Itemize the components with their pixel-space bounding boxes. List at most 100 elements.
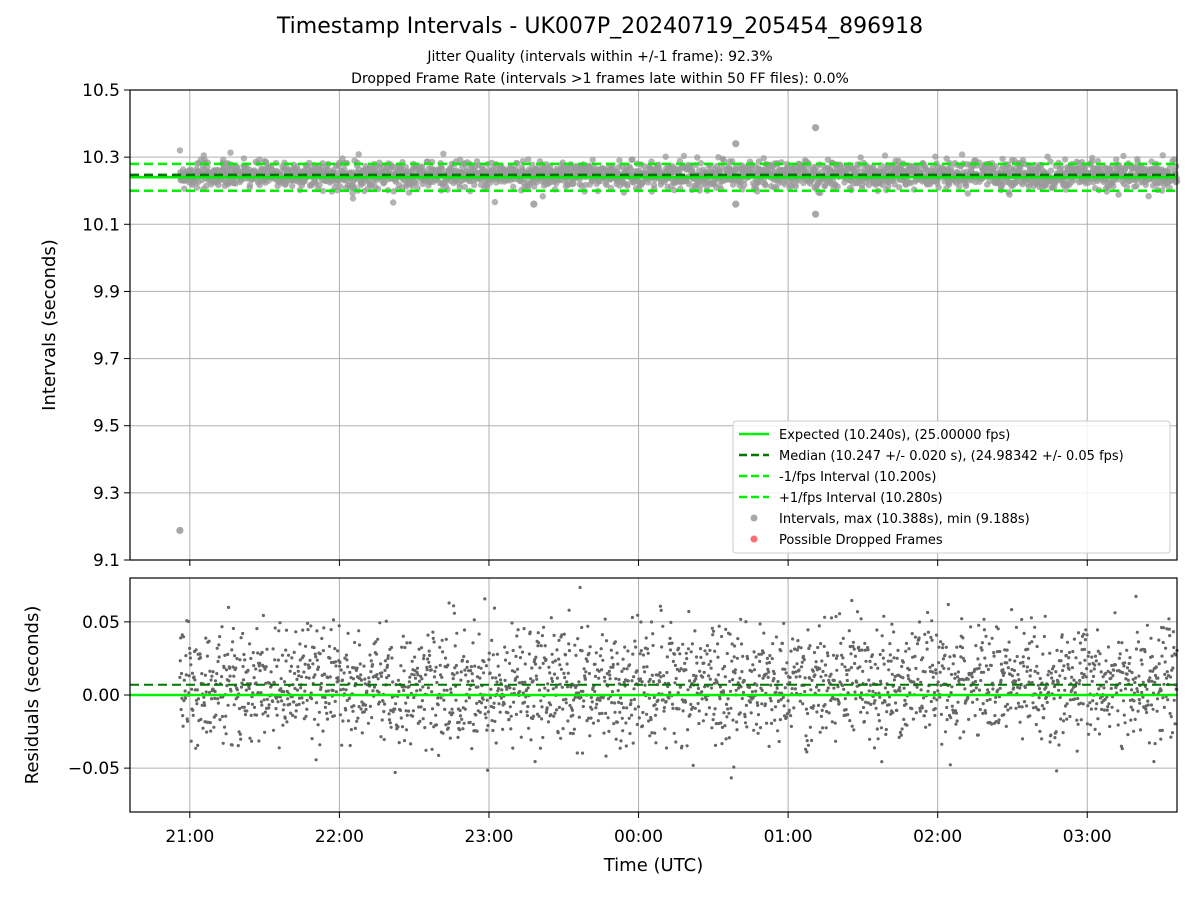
bottom-x-tick-label: 22:00 — [315, 827, 364, 847]
residual-point — [1123, 661, 1127, 665]
interval-point — [896, 184, 903, 191]
residual-point — [876, 666, 880, 670]
residual-point — [1135, 630, 1139, 634]
residual-point — [346, 631, 350, 636]
residual-point — [821, 669, 825, 674]
residual-point — [1136, 709, 1140, 713]
residual-point — [269, 670, 273, 674]
residual-point — [651, 643, 655, 648]
residual-point — [871, 689, 875, 694]
residual-point — [435, 680, 439, 685]
residual-point — [430, 690, 434, 694]
residual-point — [194, 746, 198, 750]
residual-point — [685, 657, 689, 661]
residual-point — [534, 674, 538, 678]
residual-point — [1106, 705, 1110, 709]
residual-point — [845, 673, 849, 677]
residual-point — [296, 665, 300, 669]
residual-point — [540, 717, 544, 721]
residual-point — [740, 670, 744, 674]
residual-point — [586, 624, 590, 628]
residual-point — [401, 634, 405, 638]
residual-point — [700, 697, 704, 701]
interval-point — [881, 152, 889, 159]
residual-point — [711, 629, 716, 633]
residual-point — [1127, 661, 1131, 666]
residual-point — [919, 680, 923, 684]
residual-point — [235, 657, 239, 661]
residual-point — [648, 677, 652, 682]
residual-point — [659, 608, 663, 613]
dropped-frame-rate-subtitle: Dropped Frame Rate (intervals >1 frames … — [351, 71, 849, 87]
residual-point — [668, 636, 672, 641]
residual-point — [193, 678, 197, 682]
residual-point — [334, 660, 338, 664]
residual-point — [884, 727, 888, 732]
residual-point — [877, 719, 882, 723]
residual-point — [859, 617, 863, 621]
residual-point — [861, 705, 866, 710]
residual-point — [695, 661, 699, 665]
residual-point — [260, 650, 264, 655]
residual-point — [382, 737, 386, 742]
residual-point — [552, 714, 556, 718]
interval-point — [1123, 183, 1131, 191]
residual-point — [1020, 737, 1025, 741]
residual-point — [451, 677, 455, 681]
residual-point — [582, 667, 586, 671]
residual-point — [429, 721, 433, 725]
residual-point — [892, 656, 896, 660]
residual-point — [886, 690, 890, 695]
residual-point — [635, 669, 639, 673]
residual-point — [745, 725, 749, 729]
jitter-quality-subtitle: Jitter Quality (intervals within +/-1 fr… — [427, 49, 773, 65]
residual-point — [659, 675, 663, 679]
residual-point — [621, 729, 625, 733]
residual-point — [1070, 675, 1074, 679]
residual-point — [1133, 717, 1137, 722]
residual-point — [653, 713, 658, 717]
residual-point — [499, 696, 503, 700]
residual-point — [910, 632, 914, 636]
residual-point — [229, 689, 233, 693]
residual-point — [590, 700, 594, 704]
residual-point — [588, 734, 592, 738]
residual-point — [1104, 671, 1108, 676]
residual-point — [929, 635, 933, 640]
residual-point — [833, 697, 837, 701]
residual-point — [1085, 667, 1089, 671]
residual-point — [806, 743, 811, 747]
residual-point — [314, 758, 318, 762]
residual-point — [727, 711, 731, 715]
residual-point — [558, 682, 562, 686]
residual-point — [700, 690, 704, 694]
residual-point — [817, 688, 821, 692]
residual-point — [789, 724, 794, 729]
residual-point — [501, 727, 505, 732]
residual-point — [369, 659, 373, 663]
residual-point — [740, 696, 744, 701]
residual-point — [455, 671, 459, 675]
residual-point — [629, 698, 633, 702]
residual-point — [1113, 663, 1117, 667]
residual-point — [465, 660, 469, 664]
residual-point — [1150, 679, 1154, 683]
residual-point — [1056, 680, 1060, 684]
residual-point — [875, 727, 879, 731]
residual-point — [599, 647, 603, 651]
residual-point — [546, 688, 550, 693]
residual-point — [841, 656, 845, 660]
residual-point — [824, 673, 828, 677]
residual-point — [443, 707, 447, 712]
residual-point — [545, 706, 549, 710]
residual-point — [1139, 658, 1143, 662]
residual-point — [531, 679, 535, 683]
residual-point — [370, 663, 375, 667]
residual-point — [664, 746, 669, 750]
residual-point — [1149, 636, 1153, 640]
residual-point — [561, 707, 565, 711]
residual-point — [1154, 665, 1158, 669]
residual-point — [421, 685, 425, 689]
residual-point — [325, 717, 330, 721]
residual-point — [188, 646, 192, 651]
